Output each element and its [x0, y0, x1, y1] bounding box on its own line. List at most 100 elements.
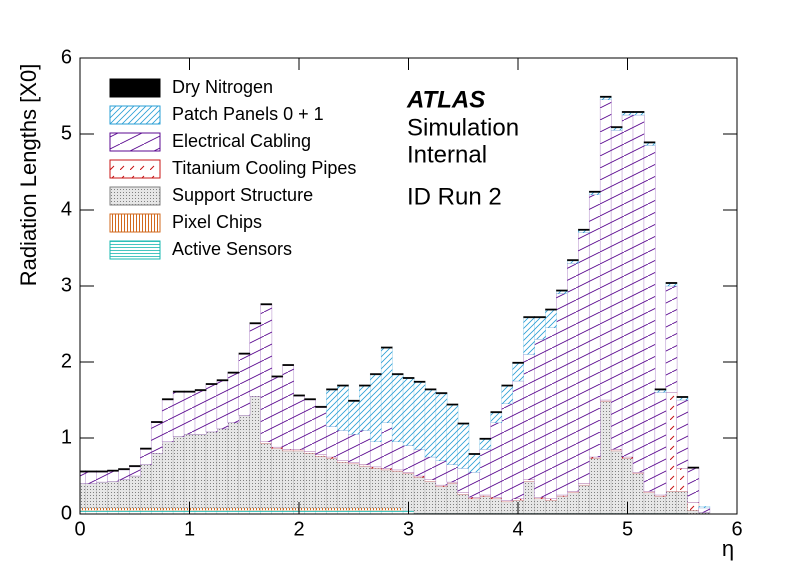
area-segment	[413, 475, 426, 478]
area-segment	[424, 481, 437, 514]
area-segment	[271, 448, 284, 509]
area-segment	[632, 472, 645, 474]
area-segment	[150, 507, 163, 511]
area-segment	[523, 481, 535, 514]
area-segment	[534, 498, 546, 514]
area-segment	[304, 398, 316, 401]
area-segment	[260, 510, 273, 514]
area-segment	[391, 471, 404, 509]
area-segment	[172, 392, 185, 437]
area-segment	[326, 456, 338, 459]
area-segment	[567, 260, 579, 264]
area-segment	[293, 394, 305, 397]
area-segment	[490, 422, 503, 498]
area-segment	[304, 510, 316, 514]
annotation: ID Run 2	[407, 183, 502, 210]
area-segment	[468, 454, 481, 473]
area-segment	[446, 405, 459, 465]
area-segment	[359, 384, 371, 387]
legend-label: Support Structure	[172, 185, 313, 205]
area-segment	[512, 361, 524, 364]
area-segment	[599, 95, 612, 98]
x-tick-label: 6	[731, 518, 742, 540]
area-segment	[315, 407, 327, 455]
area-segment	[337, 384, 349, 387]
area-segment	[140, 464, 152, 509]
area-segment	[413, 382, 426, 450]
area-segment	[621, 456, 634, 459]
area-segment	[249, 510, 262, 514]
area-segment	[129, 475, 141, 509]
area-segment	[315, 456, 327, 509]
area-segment	[391, 510, 404, 514]
area-segment	[337, 510, 349, 514]
area-segment	[391, 507, 404, 511]
area-segment	[359, 465, 371, 509]
legend-swatch	[109, 132, 161, 152]
area-segment	[687, 468, 700, 503]
area-segment	[85, 472, 97, 484]
area-segment	[676, 468, 689, 492]
area-segment	[588, 194, 601, 458]
area-segment	[369, 373, 382, 376]
area-segment	[654, 392, 667, 496]
area-segment	[468, 497, 481, 499]
area-segment	[96, 472, 108, 483]
area-segment	[107, 481, 119, 509]
area-segment	[282, 364, 295, 366]
area-segment	[413, 449, 426, 477]
x-tick-label: 4	[512, 518, 523, 540]
area-segment	[96, 507, 108, 511]
area-segment	[260, 507, 273, 511]
area-segment	[96, 470, 108, 473]
area-segment	[424, 456, 437, 480]
x-tick-label: 2	[293, 518, 304, 540]
area-segment	[632, 110, 645, 113]
area-segment	[227, 507, 240, 511]
legend-swatch	[109, 159, 161, 179]
area-segment	[578, 483, 590, 486]
annotation: Internal	[407, 141, 487, 168]
area-segment	[380, 468, 393, 471]
area-segment	[501, 500, 514, 503]
area-segment	[337, 386, 349, 431]
area-segment	[380, 346, 393, 349]
area-segment	[588, 456, 601, 459]
area-segment	[402, 377, 415, 379]
legend-swatch	[109, 186, 161, 206]
area-segment	[610, 450, 623, 514]
area-segment	[326, 389, 338, 427]
area-segment	[446, 483, 459, 514]
area-segment	[369, 374, 382, 443]
area-segment	[369, 466, 382, 469]
area-segment	[588, 190, 601, 193]
area-segment	[249, 396, 262, 509]
area-segment	[512, 498, 524, 501]
area-segment	[194, 510, 207, 514]
area-segment	[249, 322, 262, 325]
area-segment	[501, 403, 514, 501]
area-segment	[337, 460, 349, 463]
area-segment	[238, 510, 251, 514]
area-segment	[129, 507, 141, 511]
area-segment	[140, 510, 152, 514]
axes: 0 1 2 3 4 5 6 0 1 2 3 4 5 6	[61, 46, 743, 540]
area-segment	[402, 472, 415, 474]
area-segment	[402, 445, 415, 473]
area-segment	[578, 484, 590, 514]
area-segment	[140, 449, 152, 465]
area-segment	[512, 380, 524, 500]
area-segment	[643, 141, 656, 144]
area-segment	[391, 374, 404, 443]
area-segment	[610, 129, 623, 450]
area-segment	[150, 453, 163, 509]
area-segment	[172, 390, 185, 393]
area-segment	[665, 285, 678, 393]
area-segment	[326, 510, 338, 514]
area-segment	[479, 449, 492, 496]
legend-swatch	[109, 105, 161, 125]
area-segment	[118, 479, 130, 509]
legend-label: Pixel Chips	[172, 212, 262, 232]
area-segment	[654, 496, 667, 514]
area-segment	[337, 462, 349, 509]
